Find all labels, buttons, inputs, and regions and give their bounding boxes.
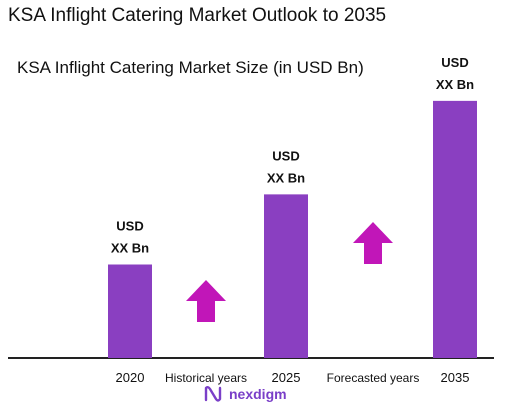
bar-value-label: USD <box>441 55 468 70</box>
bar-value-label: XX Bn <box>111 241 149 256</box>
chart-subtitle: KSA Inflight Catering Market Size (in US… <box>17 58 364 77</box>
x-tick-label-2020: 2020 <box>116 370 145 385</box>
period-annotation: Forecasted years <box>327 371 420 385</box>
bar-value-label: USD <box>272 148 299 163</box>
brand-name: nexdigm <box>229 386 287 402</box>
growth-arrow-icon <box>186 280 226 322</box>
period-annotation: Historical years <box>165 371 247 385</box>
bar-2020 <box>108 264 152 358</box>
nexdigm-logo-icon <box>204 386 222 402</box>
bar-2035 <box>433 100 477 358</box>
x-tick-label-2025: 2025 <box>272 370 301 385</box>
bar-value-label: XX Bn <box>436 77 474 92</box>
chart-title: KSA Inflight Catering Market Outlook to … <box>8 5 387 26</box>
growth-arrow-icon <box>353 222 393 264</box>
brand-logo: nexdigm <box>204 384 287 404</box>
bar-value-label: XX Bn <box>267 170 305 185</box>
bar-value-label: USD <box>116 219 143 234</box>
x-tick-label-2035: 2035 <box>441 370 470 385</box>
bar-2025 <box>264 194 308 358</box>
